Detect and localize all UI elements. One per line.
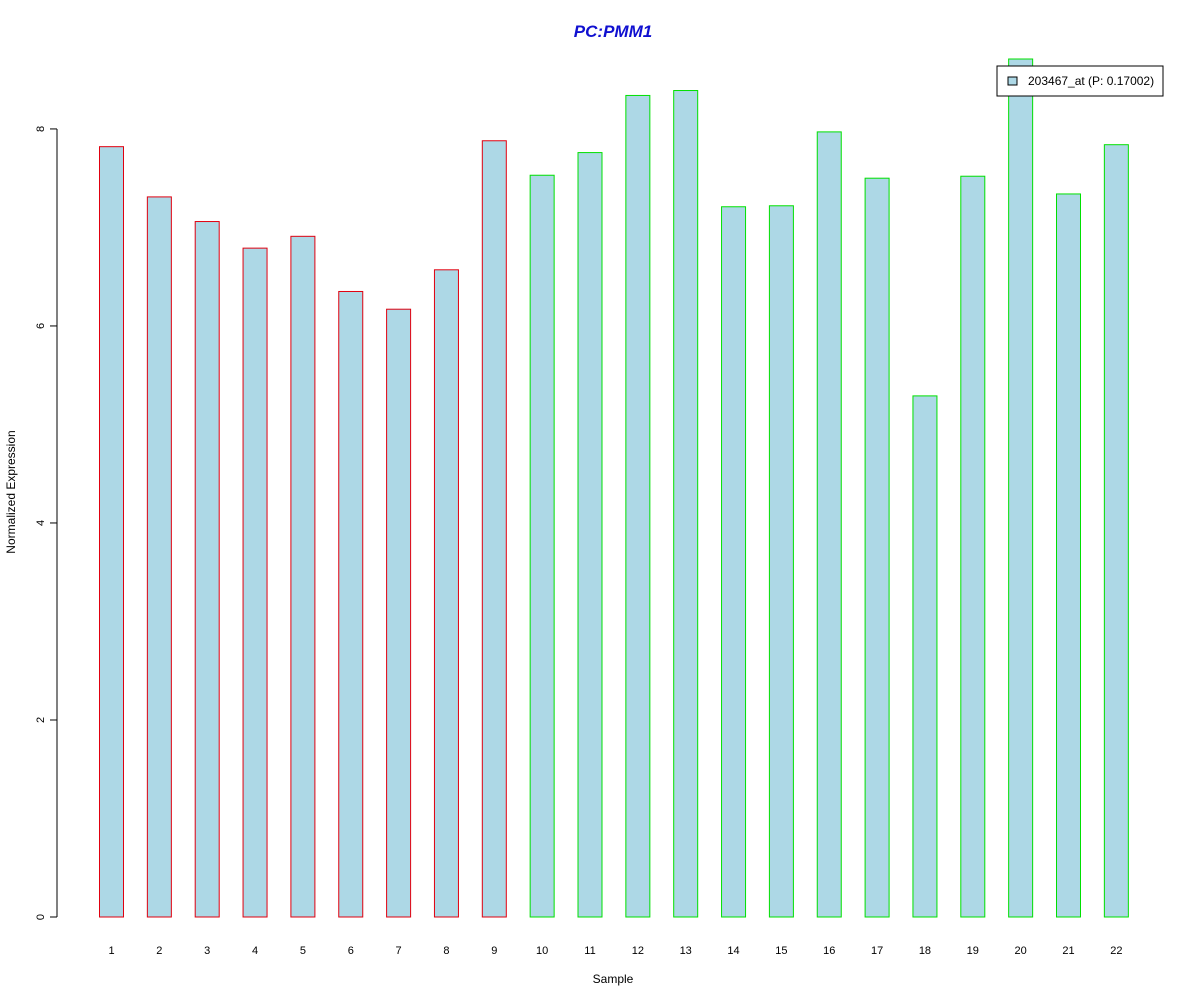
x-tick-label: 11: [584, 945, 595, 957]
legend: 203467_at (P: 0.17002): [996, 65, 1164, 97]
bar: [816, 131, 842, 918]
x-tick-label: 13: [680, 945, 692, 957]
bar: [768, 205, 794, 918]
bar: [864, 177, 890, 918]
x-tick-label: 17: [871, 945, 883, 957]
bar: [386, 308, 412, 918]
x-tick-label: 20: [1015, 945, 1027, 957]
y-tick-label: 0: [35, 914, 47, 920]
x-tick-labels: 1 2 3 4 5 6 7 8 9 10 11 12 13 14 15 16 17 18 19 20 21 22: [108, 945, 1122, 957]
y-tick-label: 6: [35, 323, 47, 329]
bar: [673, 90, 699, 918]
y-axis-label: Normalized Expression: [4, 430, 18, 553]
y-axis: 0 2 4 6 8: [35, 126, 58, 920]
bar: [1056, 193, 1081, 918]
x-tick-label: 2: [156, 945, 162, 957]
x-tick-label: 10: [536, 945, 548, 957]
x-tick-label: 6: [348, 945, 354, 957]
bars: [99, 58, 1129, 918]
y-tick-label: 2: [35, 717, 47, 723]
chart-title: PC:PMM1: [574, 22, 652, 41]
x-tick-label: 16: [823, 945, 835, 957]
x-tick-label: 12: [632, 945, 644, 957]
bar: [912, 395, 938, 918]
x-tick-label: 1: [108, 945, 114, 957]
bar: [625, 94, 651, 918]
legend-label: 203467_at (P: 0.17002): [1028, 74, 1154, 88]
bar: [1008, 58, 1034, 918]
bar: [146, 196, 172, 918]
x-tick-label: 18: [919, 945, 931, 957]
bar: [290, 235, 316, 918]
x-tick-label: 3: [204, 945, 210, 957]
bar: [194, 221, 220, 918]
bar: [721, 206, 747, 918]
legend-swatch: [1007, 76, 1018, 86]
x-axis-label: Sample: [593, 972, 634, 986]
x-tick-label: 21: [1062, 945, 1074, 957]
x-tick-label: 8: [443, 945, 449, 957]
bar: [99, 146, 124, 918]
x-tick-label: 4: [252, 945, 258, 957]
bar: [433, 269, 459, 918]
x-tick-label: 22: [1110, 945, 1122, 957]
x-tick-label: 9: [491, 945, 497, 957]
bar: [242, 247, 268, 918]
x-tick-label: 14: [727, 945, 739, 957]
y-tick-label: 4: [35, 520, 47, 526]
x-tick-label: 15: [775, 945, 787, 957]
bar: [338, 290, 364, 918]
x-tick-label: 7: [396, 945, 402, 957]
bar: [529, 174, 555, 918]
bar: [1103, 144, 1129, 918]
legend-box: [996, 65, 1164, 97]
bar: [577, 152, 603, 918]
bar: [481, 140, 507, 918]
bar: [960, 175, 986, 918]
x-tick-label: 19: [967, 945, 979, 957]
y-tick-label: 8: [35, 126, 47, 132]
x-tick-label: 5: [300, 945, 306, 957]
